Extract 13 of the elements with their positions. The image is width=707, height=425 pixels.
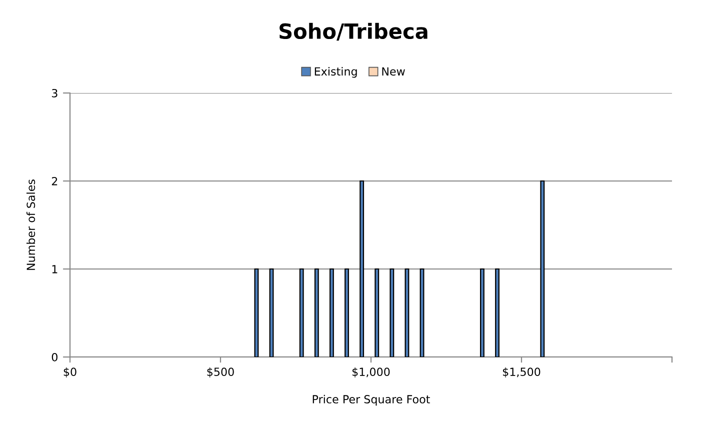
y-axis-title: Number of Sales	[26, 180, 36, 270]
x-tick-label: $1,500	[502, 367, 540, 378]
y-tick-label: 1	[52, 265, 58, 274]
y-tick-label: 3	[52, 88, 58, 98]
x-tick-label: $1,000	[352, 367, 390, 378]
legend-label: New	[382, 67, 405, 76]
chart-title: Soho/Tribeca	[280, 22, 428, 41]
y-tick-label: 0	[52, 352, 58, 362]
x-tick-label: $0	[64, 367, 76, 378]
legend-label: Existing	[314, 67, 357, 78]
y-tick-label: 2	[52, 176, 58, 186]
x-tick-label: $500	[207, 367, 234, 378]
x-axis-title: Price Per Square Foot	[312, 394, 430, 406]
